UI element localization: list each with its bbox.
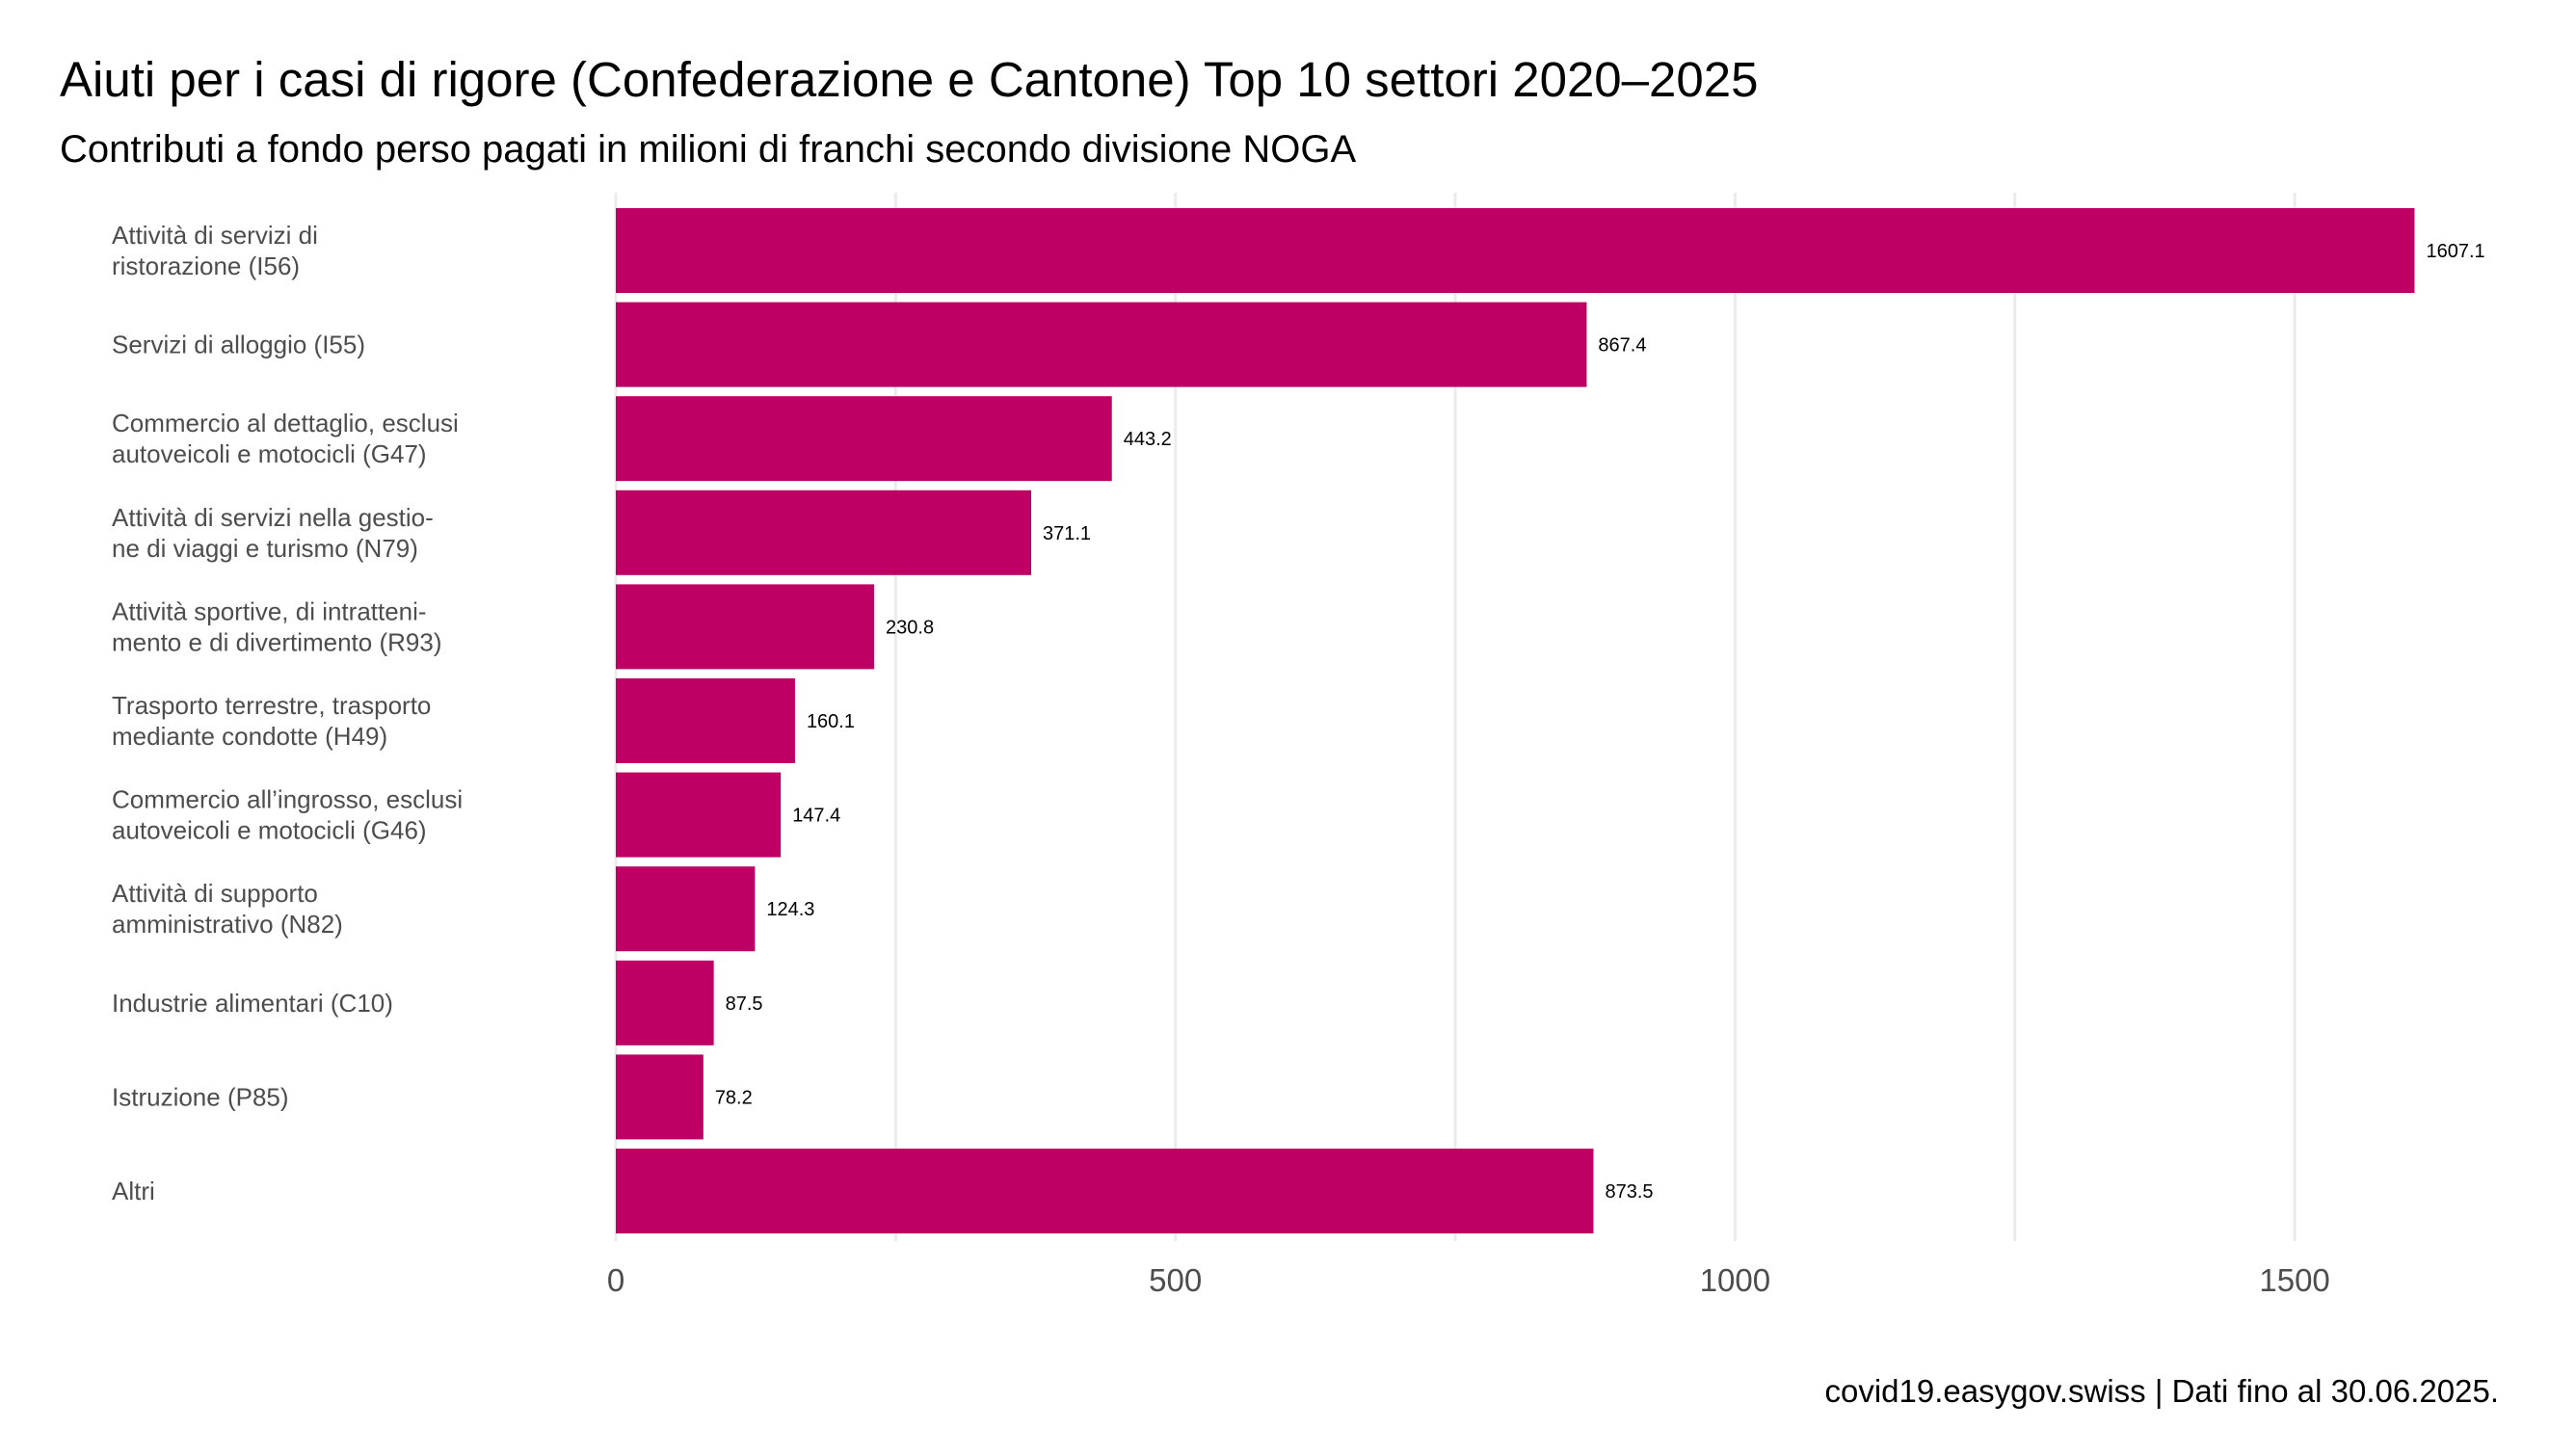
category-label: Attività di supporto amministrativo (N82) xyxy=(112,879,343,939)
bars xyxy=(616,208,2415,1233)
data-label: 87.5 xyxy=(726,993,763,1015)
bar xyxy=(616,772,782,858)
chart-subtitle: Contributi a fondo perso pagati in milio… xyxy=(60,128,1356,171)
bar xyxy=(616,960,714,1046)
bar xyxy=(616,1149,1594,1233)
category-label: Attività di servizi nella gestio-ne di v… xyxy=(112,503,434,563)
data-label: 371.1 xyxy=(1043,523,1091,544)
x-axis-ticks: 0 500 1000 1500 xyxy=(607,1262,2330,1298)
bar xyxy=(616,584,875,670)
bar xyxy=(616,302,1587,387)
category-label: Commercio al dettaglio, esclusi autoveico… xyxy=(112,409,459,468)
bar xyxy=(616,396,1112,482)
x-tick-label: 0 xyxy=(607,1262,624,1298)
bar xyxy=(616,1054,704,1140)
x-tick-label: 1000 xyxy=(1700,1262,1770,1298)
data-label: 873.5 xyxy=(1605,1181,1653,1203)
category-label: Industrie alimentari (C10) xyxy=(112,989,393,1018)
data-label: 78.2 xyxy=(715,1087,753,1108)
category-label: Attività sportive, di intratteni-mento e… xyxy=(112,596,441,656)
data-label: 867.4 xyxy=(1598,335,1646,357)
category-label: Istruzione (P85) xyxy=(112,1082,289,1111)
bar xyxy=(616,866,756,952)
data-label: 443.2 xyxy=(1124,429,1172,450)
bar xyxy=(616,678,795,763)
data-label: 160.1 xyxy=(807,711,855,732)
bar xyxy=(616,490,1031,575)
x-tick-label: 500 xyxy=(1149,1262,1202,1298)
category-label: Altri xyxy=(112,1177,155,1205)
category-label: Commercio all’ingrosso, esclusi autoveico… xyxy=(112,785,463,845)
data-label: 147.4 xyxy=(792,806,840,827)
bar xyxy=(616,208,2415,293)
category-label: Attività di servizi di ristorazione (I56) xyxy=(112,221,318,280)
data-label: 1607.1 xyxy=(2426,241,2484,262)
category-label: Servizi di alloggio (I55) xyxy=(112,331,365,359)
data-label: 124.3 xyxy=(766,899,814,920)
category-labels: Attività di servizi di ristorazione (I56)… xyxy=(112,221,463,1205)
category-label: Trasporto terrestre, trasporto mediante c… xyxy=(112,691,431,751)
chart-title: Aiuti per i casi di rigore (Confederazio… xyxy=(60,52,1759,107)
chart-caption: covid19.easygov.swiss | Dati fino al 30.… xyxy=(1824,1373,2499,1409)
value-labels: 1607.1 867.4 443.2 371.1 230.8 160.1 147.4 124.… xyxy=(715,241,2485,1203)
data-label: 230.8 xyxy=(886,617,934,638)
x-tick-label: 1500 xyxy=(2259,1262,2329,1298)
